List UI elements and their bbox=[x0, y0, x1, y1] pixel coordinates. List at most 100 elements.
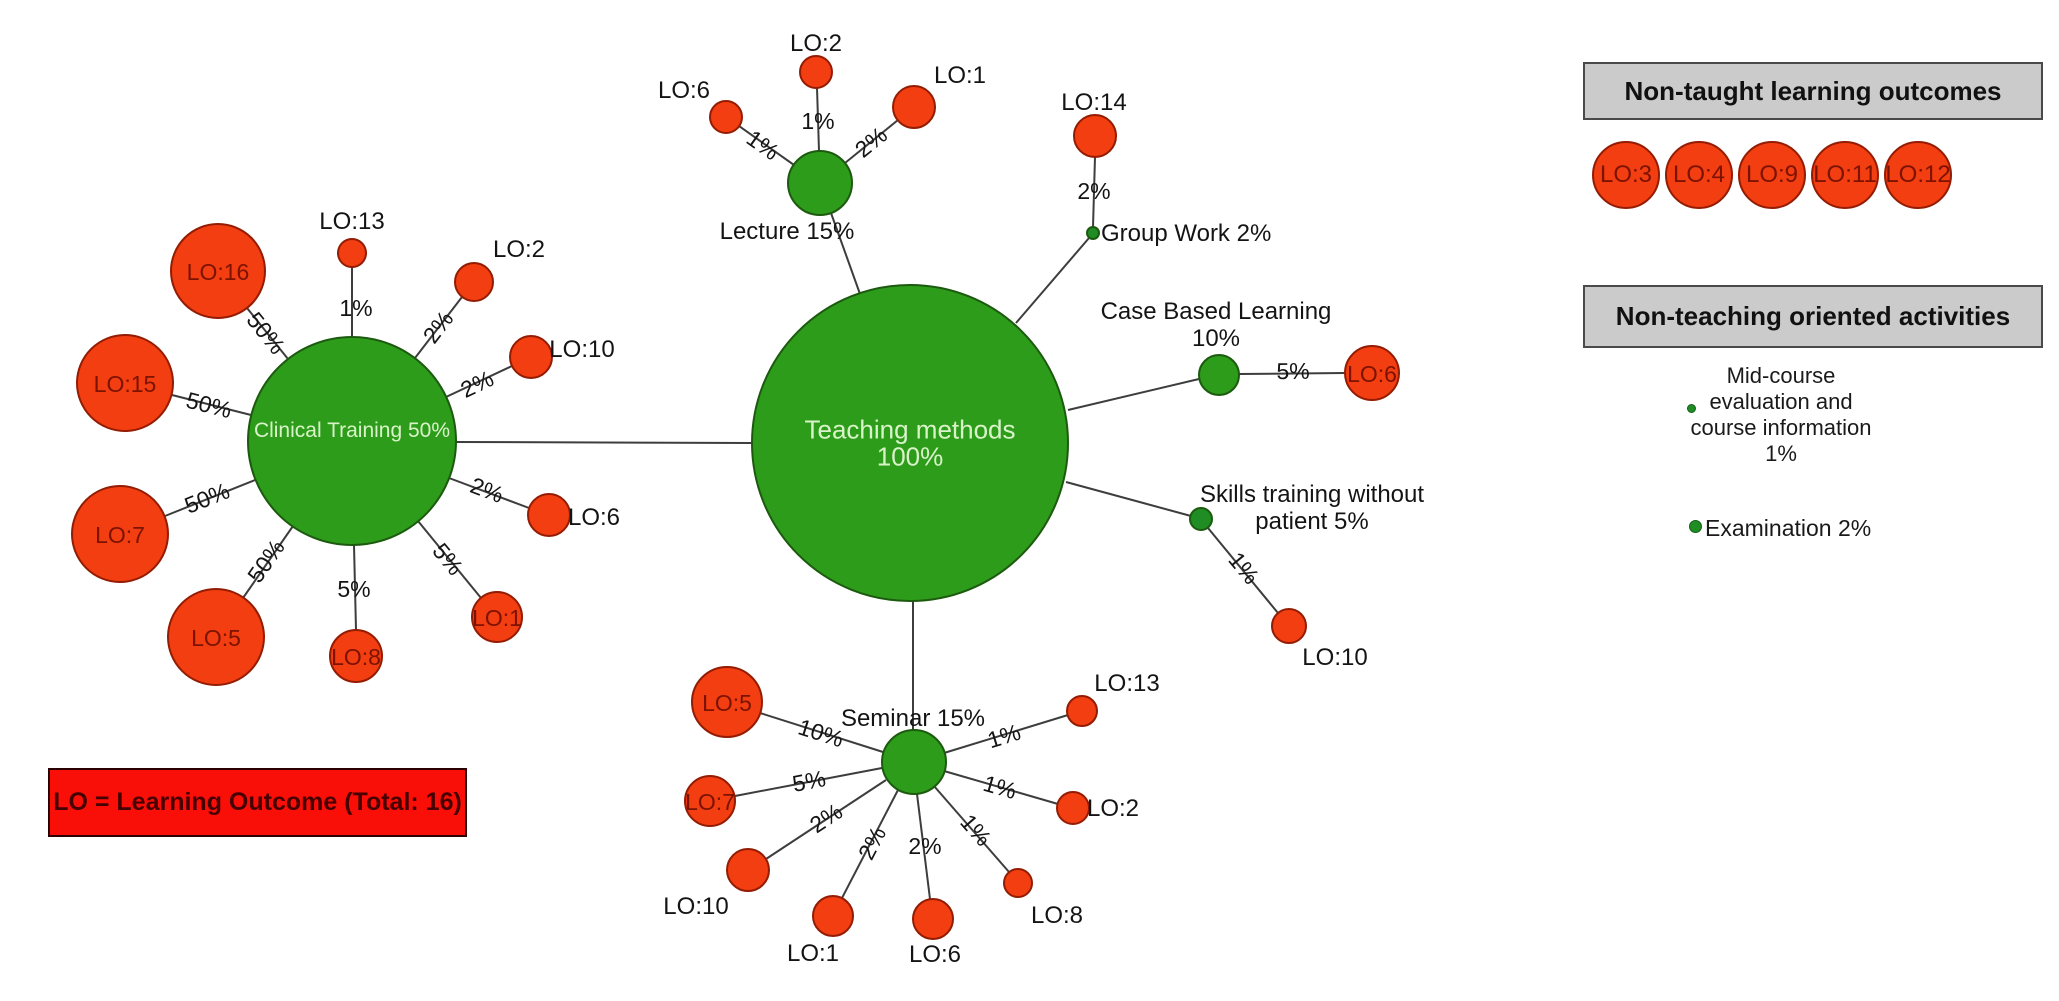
non-taught-panel-title: Non-taught learning outcomes bbox=[1583, 62, 2043, 120]
lo-legend-note: LO = Learning Outcome (Total: 16) bbox=[48, 768, 467, 837]
examination-dot-icon bbox=[1689, 520, 1702, 533]
non-taught-lo-9: LO:9 bbox=[1738, 141, 1806, 209]
node-lecture-lo6 bbox=[709, 100, 743, 134]
edge-label-lecture-lo2: 1% bbox=[801, 108, 834, 134]
node-case-based-learning bbox=[1198, 354, 1240, 396]
edge-teaching-skills bbox=[1065, 481, 1192, 517]
edge-teaching-groupwork bbox=[1015, 237, 1090, 324]
node-seminar bbox=[881, 729, 947, 795]
edge-label-seminar-lo1: 2% bbox=[853, 822, 891, 863]
label-seminar-lo10: LO:10 bbox=[663, 893, 728, 920]
edge-seminar-lo1 bbox=[841, 789, 899, 899]
node-seminar-lo7 bbox=[684, 775, 736, 827]
edge-clinical-lo8 bbox=[353, 544, 357, 631]
label-clinical-training: Clinical Training 50% bbox=[254, 419, 450, 442]
edge-label-seminar-lo2: 1% bbox=[980, 770, 1019, 804]
node-seminar-lo5 bbox=[691, 666, 763, 738]
label-seminar-lo8: LO:8 bbox=[1031, 902, 1083, 929]
label-seminar-lo5: LO:5 bbox=[702, 690, 752, 716]
edge-seminar-lo6 bbox=[916, 793, 931, 900]
node-clinical-lo10 bbox=[509, 335, 553, 379]
label-clinical-lo15: LO:15 bbox=[94, 371, 157, 397]
edge-label-clinical-lo16: 50% bbox=[241, 307, 290, 359]
node-clinical-lo1 bbox=[471, 591, 523, 643]
edge-label-clinical-lo8: 5% bbox=[337, 576, 370, 602]
label-lecture-lo2: LO:2 bbox=[790, 30, 842, 57]
label-seminar: Seminar 15% bbox=[841, 705, 985, 732]
edge-seminar-lo5 bbox=[759, 712, 884, 753]
edge-seminar-lo8 bbox=[933, 785, 1010, 873]
node-casebased-lo6 bbox=[1344, 345, 1400, 401]
label-lecture: Lecture 15% bbox=[720, 218, 855, 245]
edge-teaching-lecture bbox=[830, 212, 861, 295]
edge-label-clinical-lo13: 1% bbox=[339, 295, 372, 321]
label-case-based-learning: Case Based Learning 10% bbox=[1101, 298, 1332, 352]
node-seminar-lo2 bbox=[1056, 791, 1090, 825]
edge-lecture-lo6 bbox=[738, 125, 795, 166]
node-clinical-lo8 bbox=[329, 629, 383, 683]
edge-clinical-lo2 bbox=[414, 296, 463, 359]
label-clinical-lo5: LO:5 bbox=[191, 625, 241, 651]
label-clinical-lo10: LO:10 bbox=[549, 336, 614, 363]
node-lecture-lo2 bbox=[799, 55, 833, 89]
edge-label-seminar-lo6: 2% bbox=[908, 833, 941, 859]
node-lecture-lo1 bbox=[892, 85, 936, 129]
node-clinical-lo6 bbox=[527, 493, 571, 537]
node-seminar-lo13 bbox=[1066, 695, 1098, 727]
non-taught-lo-4: LO:4 bbox=[1665, 141, 1733, 209]
edge-clinical-lo5 bbox=[242, 525, 294, 599]
edge-label-clinical-lo7: 50% bbox=[181, 477, 233, 518]
label-clinical-lo13: LO:13 bbox=[319, 208, 384, 235]
edge-label-seminar-lo7: 5% bbox=[790, 765, 828, 797]
node-seminar-lo10 bbox=[726, 848, 770, 892]
node-groupwork-lo14 bbox=[1073, 114, 1117, 158]
edge-seminar-lo10 bbox=[765, 779, 887, 860]
label-group-work: Group Work 2% bbox=[1101, 220, 1271, 247]
label-clinical-lo1: LO:1 bbox=[472, 605, 522, 631]
edge-lecture-lo2 bbox=[816, 87, 820, 152]
edge-clinical-lo15 bbox=[171, 394, 252, 416]
label-clinical-lo2: LO:2 bbox=[493, 236, 545, 263]
label-lecture-lo6: LO:6 bbox=[658, 77, 710, 104]
label-clinical-lo7: LO:7 bbox=[95, 522, 145, 548]
label-skills-training-without-patient: Skills training without patient 5% bbox=[1200, 481, 1424, 535]
non-taught-lo-12: LO:12 bbox=[1884, 141, 1952, 209]
edge-clinical-lo7 bbox=[164, 479, 256, 517]
non-taught-outcomes-row: LO:3 LO:4 LO:9 LO:11 LO:12 bbox=[1592, 141, 1952, 209]
label-lecture-lo1: LO:1 bbox=[934, 62, 986, 89]
node-clinical-lo5 bbox=[167, 588, 265, 686]
mid-course-dot-icon bbox=[1687, 404, 1696, 413]
edge-clinical-lo6 bbox=[448, 477, 530, 509]
label-clinical-lo16: LO:16 bbox=[187, 259, 250, 285]
label-seminar-lo6: LO:6 bbox=[909, 941, 961, 968]
node-teaching-methods bbox=[751, 284, 1069, 602]
edge-label-seminar-lo13: 1% bbox=[984, 719, 1023, 754]
edge-skills-lo10 bbox=[1207, 527, 1279, 614]
node-clinical-training bbox=[247, 336, 457, 546]
edge-clinical-lo10 bbox=[445, 365, 513, 398]
edge-label-clinical-lo6: 2% bbox=[467, 472, 507, 508]
node-seminar-lo1 bbox=[812, 895, 854, 937]
edge-lecture-lo1 bbox=[844, 119, 899, 164]
node-clinical-lo13 bbox=[337, 238, 367, 268]
edge-label-groupwork-lo14: 2% bbox=[1077, 178, 1110, 204]
node-clinical-lo2 bbox=[454, 262, 494, 302]
node-clinical-lo15 bbox=[76, 334, 174, 432]
edge-label-lecture-lo1: 2% bbox=[850, 121, 892, 162]
node-group-work bbox=[1086, 226, 1100, 240]
label-groupwork-lo14: LO:14 bbox=[1061, 89, 1126, 116]
label-clinical-lo6: LO:6 bbox=[568, 504, 620, 531]
edge-label-clinical-lo2: 2% bbox=[418, 306, 459, 348]
non-teaching-panel-title: Non-teaching oriented activities bbox=[1583, 285, 2043, 348]
edge-label-seminar-lo8: 1% bbox=[955, 809, 996, 851]
edge-teaching-casebased bbox=[1067, 378, 1200, 411]
node-seminar-lo8 bbox=[1003, 868, 1033, 898]
node-lecture bbox=[787, 150, 853, 216]
label-seminar-lo1: LO:1 bbox=[787, 940, 839, 967]
node-skills-lo10 bbox=[1271, 608, 1307, 644]
node-clinical-lo16 bbox=[170, 223, 266, 319]
label-seminar-lo7: LO:7 bbox=[685, 789, 735, 815]
node-clinical-lo7 bbox=[71, 485, 169, 583]
edge-label-seminar-lo5: 10% bbox=[795, 714, 847, 753]
